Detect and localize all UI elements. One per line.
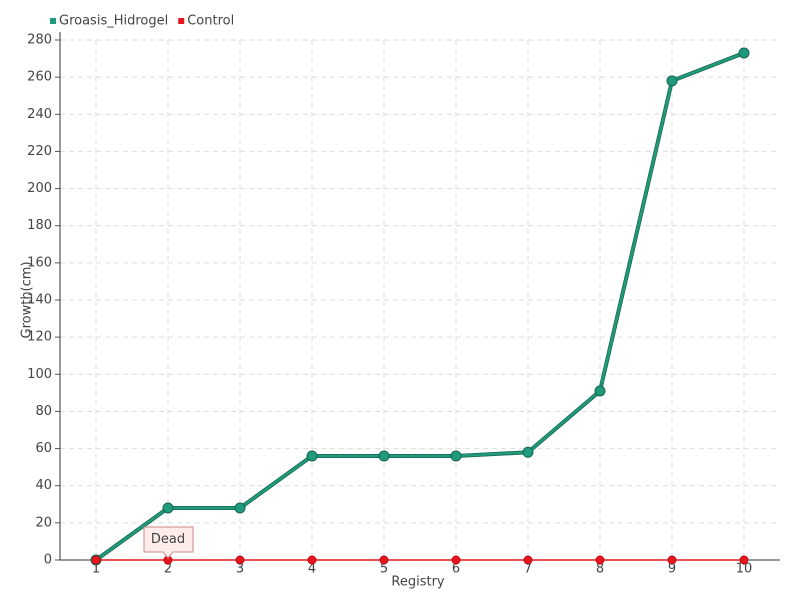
series-line: [95, 51, 745, 562]
y-axis-label: Growth(cm): [20, 261, 35, 338]
marker: [523, 555, 533, 565]
y-tick-label: 40: [35, 478, 52, 493]
y-tick-label: 200: [27, 181, 52, 196]
legend-swatch: [178, 18, 185, 24]
marker: [450, 450, 462, 462]
x-tick-label: 8: [596, 562, 604, 577]
x-tick-label: 6: [452, 562, 460, 577]
marker: [522, 446, 534, 458]
x-tick-label: 2: [164, 562, 172, 577]
annotation-box: [143, 526, 194, 559]
x-tick-label: 5: [380, 562, 388, 577]
marker: [739, 555, 749, 565]
marker: [91, 555, 101, 565]
annotation: Dead: [143, 526, 194, 559]
y-tick-label: 0: [44, 553, 52, 568]
x-tick-label: 10: [736, 562, 753, 577]
y-tick-label: 80: [35, 404, 52, 419]
marker: [451, 555, 461, 565]
x-tick-label: 9: [668, 562, 676, 577]
annotation-text: Dead: [151, 532, 185, 547]
y-tick-label: 140: [27, 293, 52, 308]
y-tick-label: 240: [27, 107, 52, 122]
series-line-shadow: [94, 51, 745, 562]
legend-label: Control: [187, 14, 234, 29]
marker: [379, 555, 389, 565]
marker: [666, 75, 678, 87]
legend-swatch: [50, 18, 56, 24]
y-tick-label: 220: [27, 144, 52, 159]
marker: [378, 450, 390, 462]
y-tick-label: 260: [27, 70, 52, 85]
y-tick-label: 60: [35, 441, 52, 456]
marker: [667, 555, 677, 565]
x-tick-label: 1: [92, 562, 100, 577]
y-tick-label: 280: [27, 33, 52, 48]
marker: [595, 555, 605, 565]
marker: [594, 385, 606, 397]
marker: [738, 47, 750, 59]
y-tick-label: 160: [27, 255, 52, 270]
legend-label: Groasis_Hidrogel: [59, 14, 168, 29]
y-tick-label: 100: [27, 367, 52, 382]
x-axis-label: Registry: [391, 575, 445, 590]
marker: [162, 502, 174, 514]
y-tick-label: 180: [27, 218, 52, 233]
marker: [235, 555, 245, 565]
x-tick-label: 4: [308, 562, 316, 577]
x-tick-label: 7: [524, 562, 532, 577]
y-tick-label: 120: [27, 330, 52, 345]
x-tick-label: 3: [236, 562, 244, 577]
marker: [307, 555, 317, 565]
y-tick-label: 20: [35, 515, 52, 530]
marker: [306, 450, 318, 462]
marker: [234, 502, 246, 514]
